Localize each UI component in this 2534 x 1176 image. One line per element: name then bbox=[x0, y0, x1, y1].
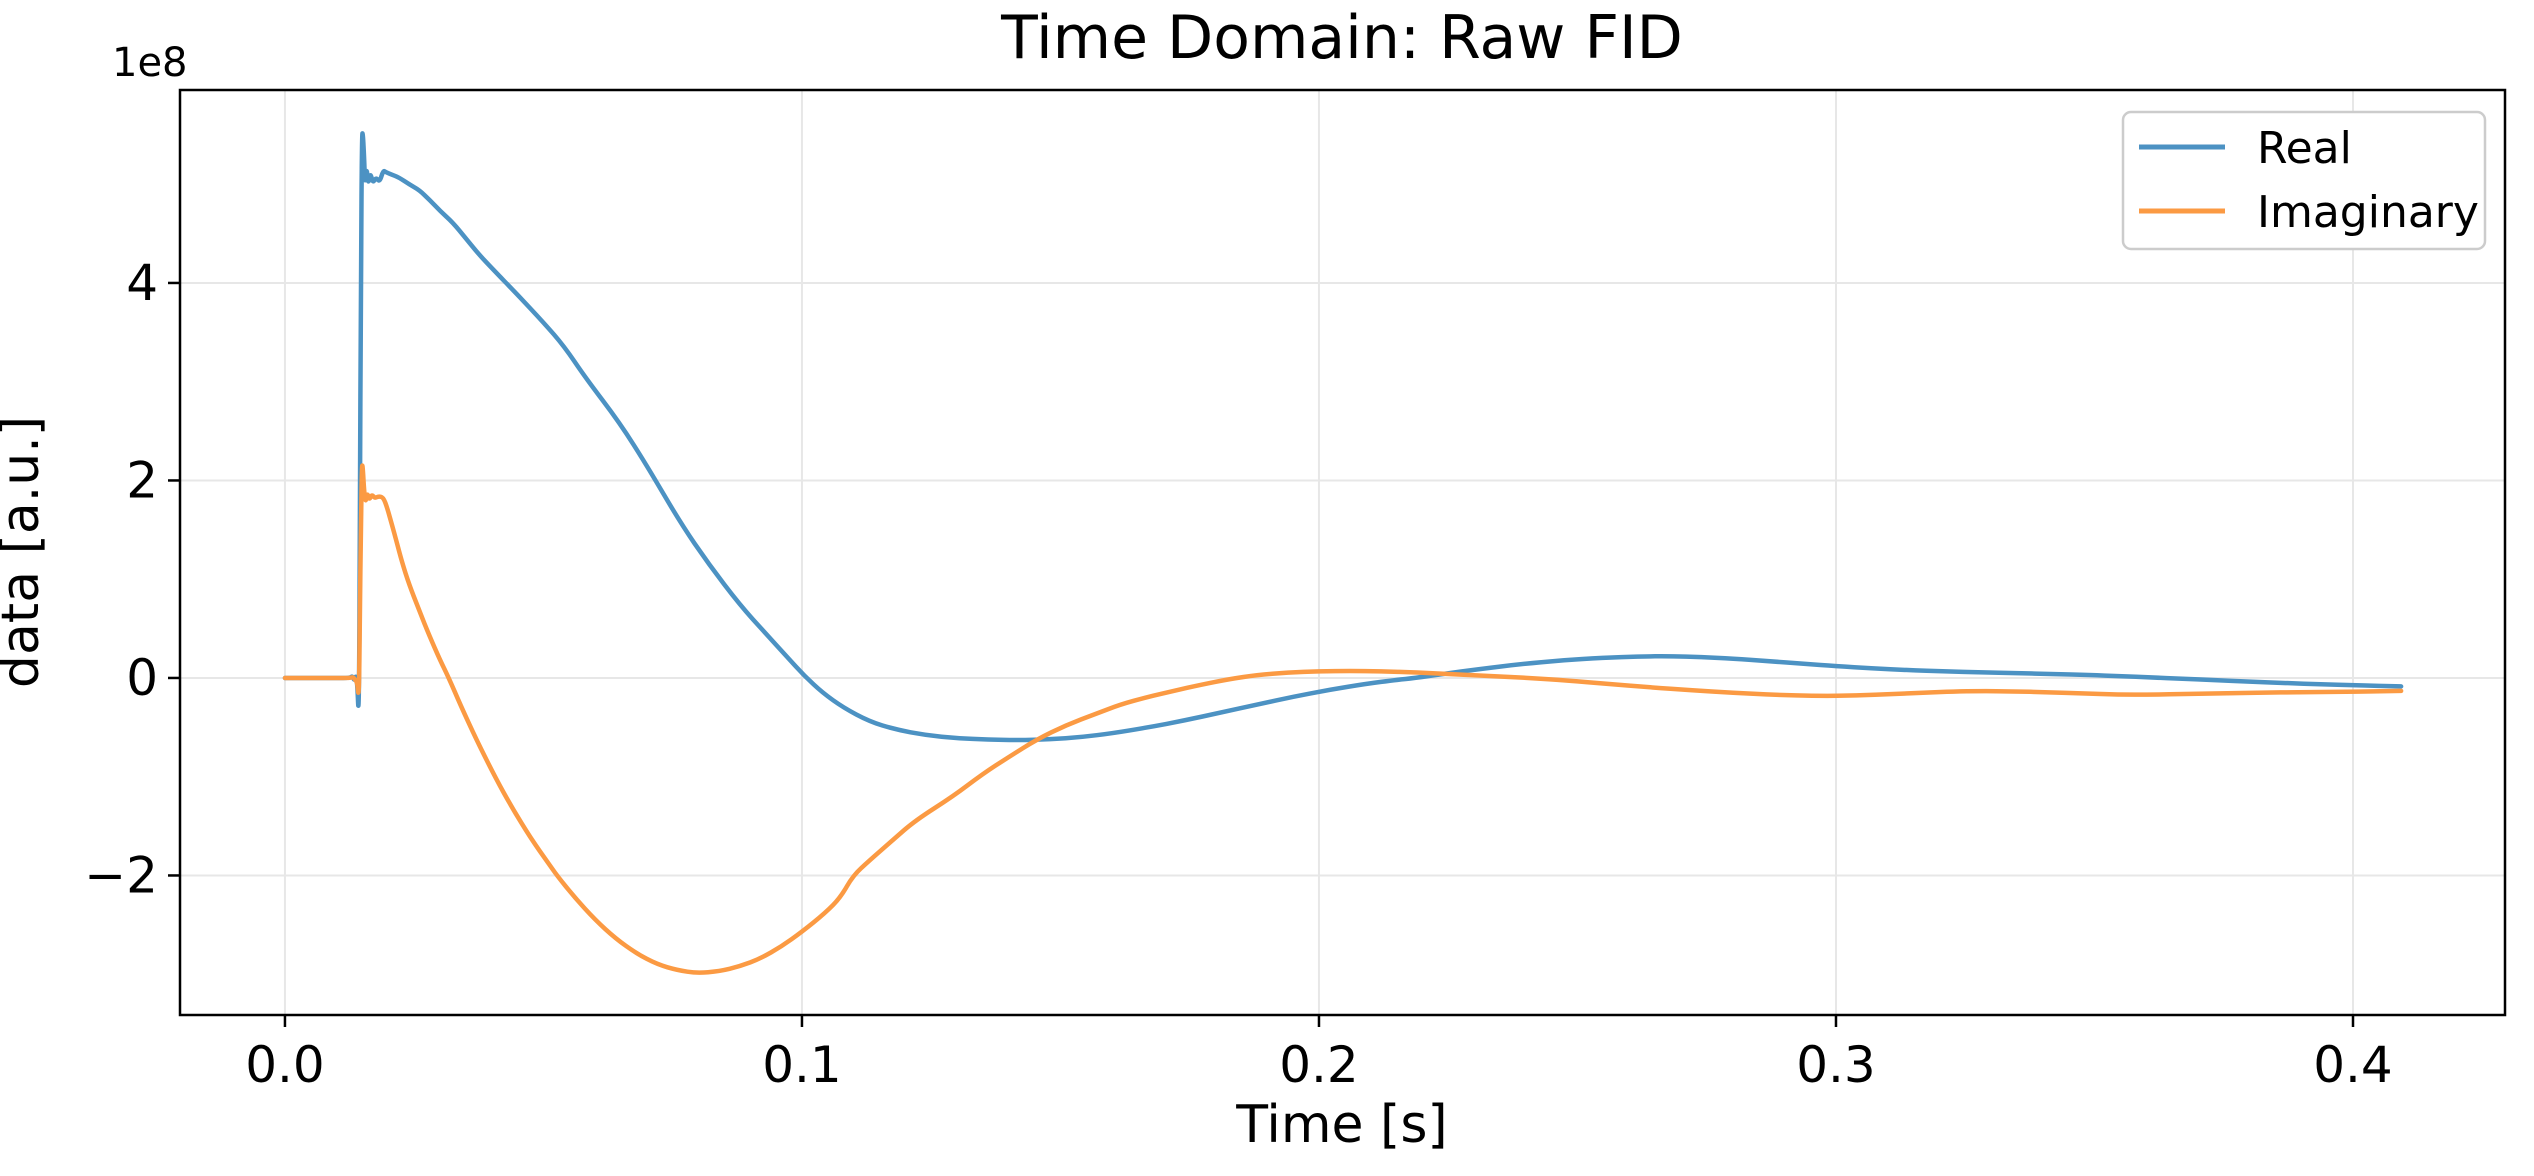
x-tick-label: 0.2 bbox=[1279, 1036, 1359, 1094]
y-tick-label: 0 bbox=[126, 649, 158, 707]
tick-marks bbox=[168, 281, 2355, 1027]
legend: Real Imaginary bbox=[2121, 110, 2487, 251]
axes-spines bbox=[178, 88, 2507, 1017]
legend-imaginary-label: Imaginary bbox=[2257, 187, 2479, 238]
series-line-real bbox=[282, 131, 2404, 743]
x-tick-label: 0.1 bbox=[762, 1036, 842, 1094]
grid-lines bbox=[180, 90, 2505, 1015]
y-tick-labels: 4 2 0 −2 bbox=[84, 254, 158, 905]
chart-title: Time Domain: Raw FID bbox=[1000, 3, 1683, 73]
y-axis-offset-text: 1e8 bbox=[112, 40, 188, 86]
y-tick-label: 2 bbox=[126, 451, 158, 509]
y-tick-label: −2 bbox=[84, 846, 158, 904]
x-tick-labels: 0.0 0.1 0.2 0.3 0.4 bbox=[245, 1036, 2393, 1094]
x-axis-label: Time [s] bbox=[1235, 1095, 1447, 1155]
data-curves bbox=[282, 131, 2404, 975]
series-line-imaginary bbox=[282, 463, 2404, 975]
y-axis-label: data [a.u.] bbox=[0, 416, 51, 688]
x-tick-label: 0.4 bbox=[2313, 1036, 2393, 1094]
y-tick-label: 4 bbox=[126, 254, 158, 312]
x-tick-label: 0.3 bbox=[1796, 1036, 1876, 1094]
x-tick-label: 0.0 bbox=[245, 1036, 325, 1094]
legend-real-label: Real bbox=[2257, 123, 2352, 174]
